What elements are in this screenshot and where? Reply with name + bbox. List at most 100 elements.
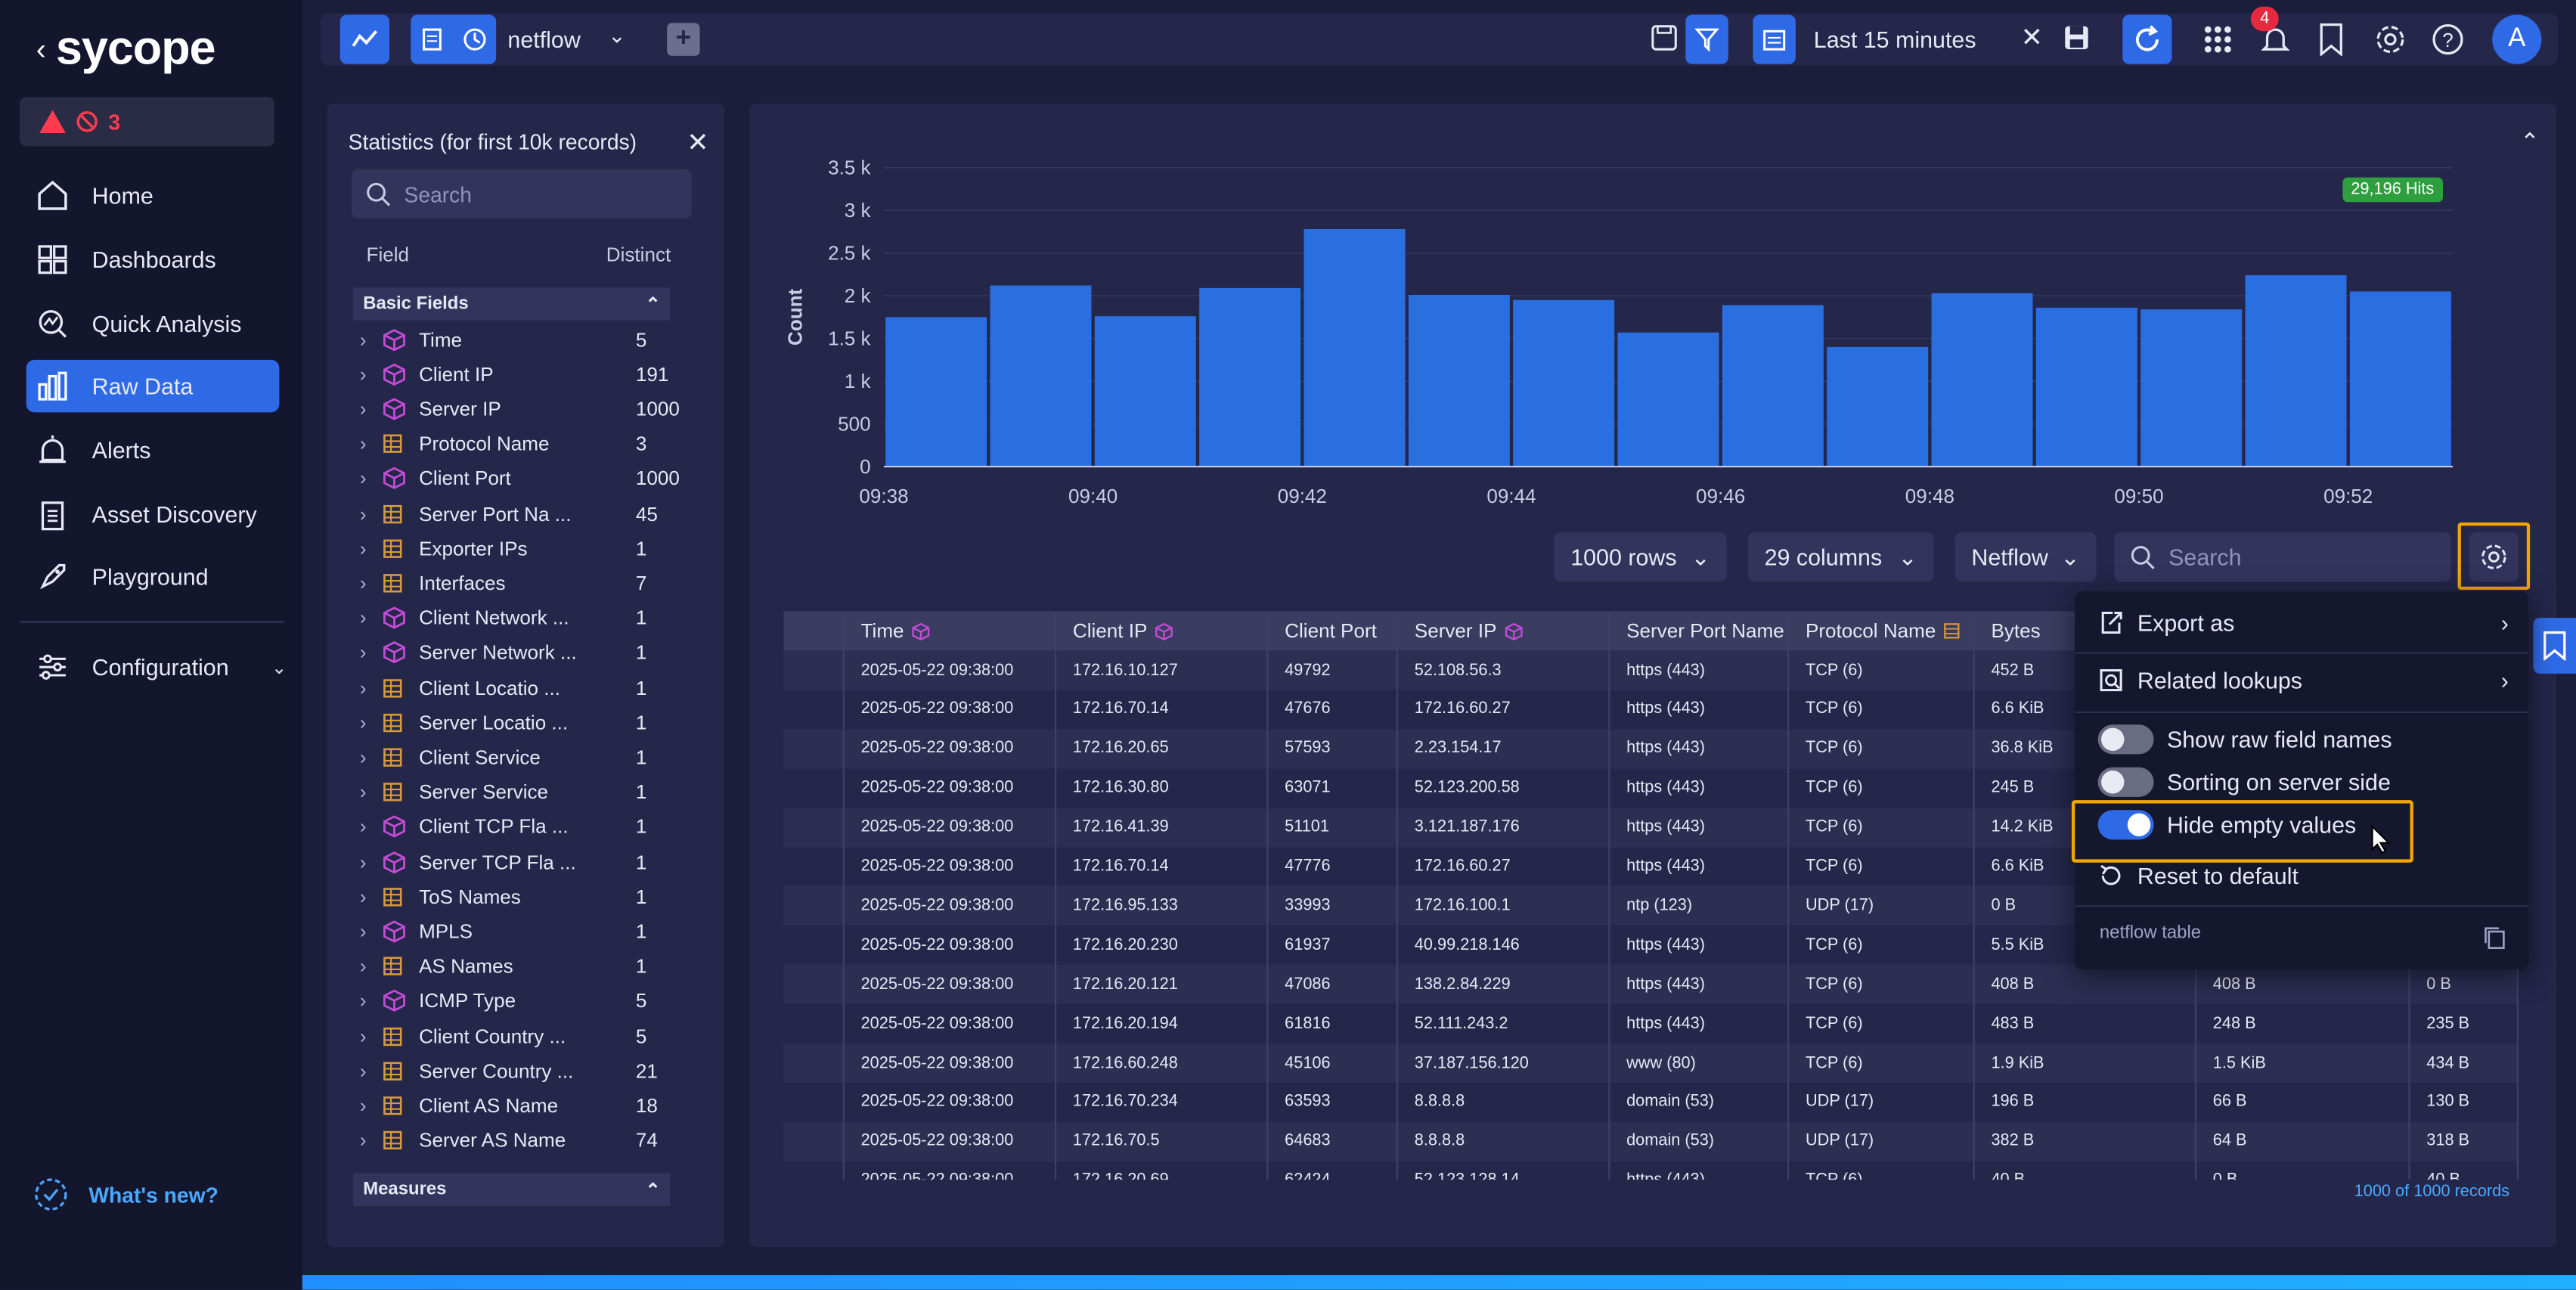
field-row[interactable]: › Protocol Name 3	[360, 426, 689, 461]
histogram-bar[interactable]	[1827, 346, 1929, 467]
expand-chevron-icon[interactable]: ›	[359, 432, 367, 456]
field-row[interactable]: › Server Service 1	[360, 775, 689, 810]
table-row[interactable]: 2025-05-22 09:38:00 172.16.70.234 63593 8.8…	[783, 1082, 2519, 1122]
histogram-bar[interactable]	[2035, 307, 2137, 467]
expand-chevron-icon[interactable]: ›	[359, 676, 367, 699]
field-row[interactable]: › Server Network ... 1	[360, 635, 689, 670]
whats-new-link[interactable]: What's new?	[33, 1177, 219, 1213]
table-row[interactable]: 2025-05-22 09:38:00 172.16.70.5 64683 8.8.8…	[783, 1121, 2519, 1161]
histogram-bar[interactable]	[1408, 294, 1510, 467]
column-header[interactable]: Protocol Name	[1789, 611, 1975, 651]
expand-chevron-icon[interactable]: ›	[359, 885, 367, 908]
field-row[interactable]: › Client IP 191	[360, 357, 689, 392]
table-row[interactable]: 2025-05-22 09:38:00 172.16.20.121 47086 138…	[783, 964, 2519, 1005]
bell-icon[interactable]	[2261, 25, 2290, 54]
nav-configuration[interactable]: Configuration ⌄	[26, 640, 287, 693]
field-row[interactable]: › Exporter IPs 1	[360, 531, 689, 566]
expand-chevron-icon[interactable]: ›	[359, 397, 367, 421]
close-icon[interactable]: ✕	[687, 129, 709, 158]
columns-select[interactable]: 29 columns ⌄	[1747, 532, 1934, 582]
histogram-bar[interactable]	[2140, 309, 2243, 467]
field-row[interactable]: › MPLS 1	[360, 914, 689, 949]
server-sorting-toggle[interactable]	[2097, 767, 2154, 797]
rows-select[interactable]: 1000 rows ⌄	[1554, 532, 1727, 582]
expand-chevron-icon[interactable]: ›	[359, 606, 367, 630]
analytics-mode-button[interactable]	[339, 14, 389, 64]
field-row[interactable]: › Interfaces 7	[360, 566, 689, 600]
field-row[interactable]: › Server Port Na ... 45	[360, 496, 689, 531]
histogram-bar[interactable]	[990, 285, 1092, 467]
clear-time-icon[interactable]: ✕	[2020, 24, 2043, 53]
nav-asset-discovery[interactable]: Asset Discovery	[26, 488, 280, 541]
hide-empty-toggle[interactable]	[2097, 810, 2154, 840]
field-row[interactable]: › AS Names 1	[360, 949, 689, 984]
field-row[interactable]: › Server AS Name 74	[360, 1123, 689, 1158]
source-name[interactable]: netflow	[507, 26, 581, 53]
histogram-bar[interactable]	[2349, 291, 2451, 467]
bookmark-icon[interactable]	[2318, 23, 2345, 56]
user-avatar[interactable]: A	[2492, 14, 2542, 64]
hide-empty-toggle-item[interactable]: Hide empty values	[2097, 810, 2356, 840]
table-row[interactable]: 2025-05-22 09:38:00 172.16.60.248 45106 37.…	[783, 1043, 2519, 1083]
field-row[interactable]: › Server Country ... 21	[360, 1053, 689, 1088]
histogram-bar[interactable]	[1094, 316, 1196, 467]
table-row[interactable]: 2025-05-22 09:38:00 172.16.20.194 61816 52.…	[783, 1003, 2519, 1043]
field-row[interactable]: › Client Network ... 1	[360, 600, 689, 635]
histogram-bar[interactable]	[2245, 274, 2347, 467]
save-query-icon[interactable]	[1650, 23, 1679, 52]
expand-chevron-icon[interactable]: ›	[359, 954, 367, 978]
expand-chevron-icon[interactable]: ›	[359, 641, 367, 665]
expand-chevron-icon[interactable]: ›	[359, 850, 367, 873]
time-range-label[interactable]: Last 15 minutes	[1813, 26, 1976, 53]
field-row[interactable]: › Client Locatio ... 1	[360, 671, 689, 705]
histogram-bar[interactable]	[1199, 287, 1301, 467]
expand-chevron-icon[interactable]: ›	[359, 327, 367, 351]
nav-alerts[interactable]: Alerts	[26, 424, 280, 477]
expand-chevron-icon[interactable]: ›	[359, 571, 367, 595]
collapse-icon[interactable]: ⌃	[645, 295, 661, 315]
save-time-icon[interactable]	[2063, 25, 2090, 51]
field-row[interactable]: › ICMP Type 5	[360, 984, 689, 1019]
table-settings-button[interactable]	[2457, 522, 2531, 591]
nav-raw-data[interactable]: Raw Data	[26, 359, 280, 413]
expand-chevron-icon[interactable]: ›	[359, 746, 367, 769]
column-header[interactable]	[783, 611, 845, 651]
expand-chevron-icon[interactable]: ›	[359, 501, 367, 526]
refresh-button[interactable]	[2122, 14, 2172, 64]
measures-group[interactable]: Measures ⌃	[353, 1173, 671, 1206]
view-select[interactable]: Netflow ⌄	[1954, 532, 2097, 582]
expand-chevron-icon[interactable]: ›	[359, 919, 367, 943]
collapse-chart-icon[interactable]: ⌃	[2520, 128, 2540, 155]
apps-grid-icon[interactable]	[2203, 25, 2233, 54]
export-as-item[interactable]: Export as ›	[2098, 609, 2509, 636]
time-picker-button[interactable]	[1753, 14, 1796, 64]
expand-chevron-icon[interactable]: ›	[359, 1059, 367, 1083]
field-row[interactable]: › Time 5	[360, 322, 689, 357]
histogram-bar[interactable]	[1931, 293, 2033, 467]
reset-default-item[interactable]: Reset to default	[2098, 863, 2299, 889]
field-row[interactable]: › Client TCP Fla ... 1	[360, 810, 689, 845]
chevron-down-icon[interactable]: ⌄	[271, 658, 287, 678]
expand-chevron-icon[interactable]: ›	[359, 362, 367, 386]
copy-icon[interactable]	[2484, 926, 2506, 950]
source-chevron-down-icon[interactable]: ⌄	[607, 23, 626, 48]
nav-quick-analysis[interactable]: Quick Analysis	[26, 297, 280, 350]
logo[interactable]: ‹ sycope	[36, 23, 216, 77]
expand-chevron-icon[interactable]: ›	[359, 1093, 367, 1118]
column-header[interactable]: Client Port	[1268, 611, 1399, 651]
field-row[interactable]: › Client Port 1000	[360, 461, 689, 496]
histogram-bar[interactable]	[885, 317, 987, 467]
column-header[interactable]: Server Port Name	[1610, 611, 1790, 651]
field-row[interactable]: › Client Service 1	[360, 740, 689, 775]
expand-chevron-icon[interactable]: ›	[359, 815, 367, 839]
server-sorting-toggle-item[interactable]: Sorting on server side	[2097, 767, 2391, 797]
field-row[interactable]: › Server TCP Fla ... 1	[360, 845, 689, 879]
collapse-icon[interactable]: ⌃	[645, 1180, 661, 1201]
back-chevron-icon[interactable]: ‹	[36, 33, 46, 66]
side-bookmark-tab[interactable]	[2533, 617, 2576, 674]
expand-chevron-icon[interactable]: ›	[359, 536, 367, 560]
field-row[interactable]: › Server IP 1000	[360, 392, 689, 426]
nav-dashboards[interactable]: Dashboards	[26, 234, 280, 287]
related-lookups-item[interactable]: Related lookups ›	[2098, 667, 2509, 693]
column-header[interactable]: Time	[845, 611, 1057, 651]
